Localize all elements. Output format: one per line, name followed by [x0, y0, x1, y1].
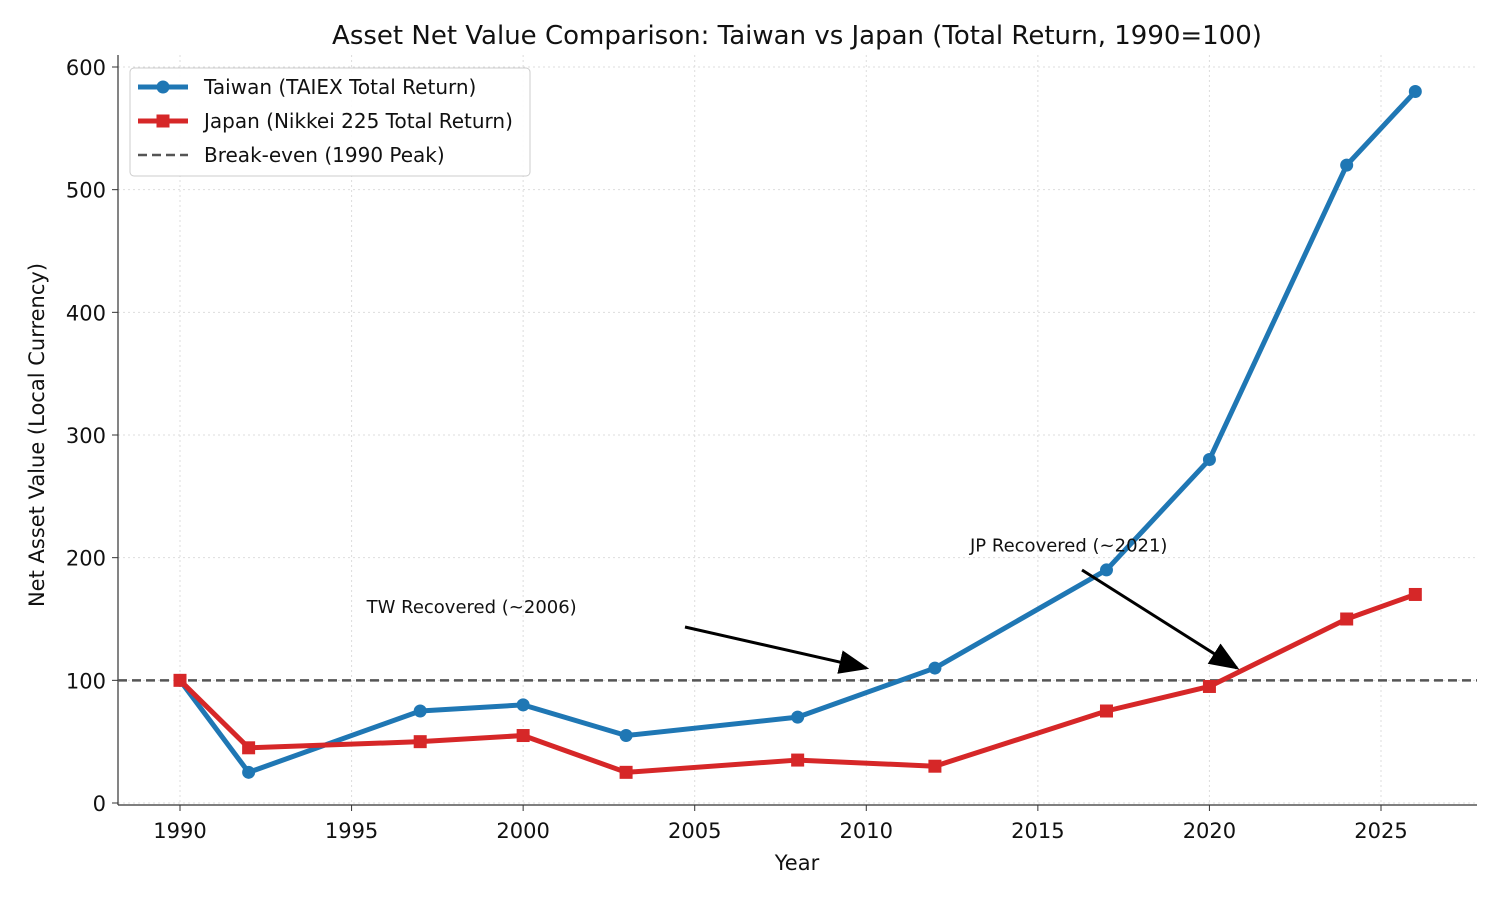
- data-point: [1099, 563, 1113, 577]
- data-point: [619, 765, 633, 779]
- annotations: TW Recovered (~2006) JP Recovered (~2021): [366, 536, 1240, 674]
- annotation-arrow: [684, 625, 870, 674]
- legend-label: Taiwan (TAIEX Total Return): [203, 75, 476, 99]
- y-tick-label: 300: [66, 424, 106, 448]
- data-point: [173, 673, 187, 687]
- annotation-arrow: [1081, 568, 1240, 670]
- y-tick-label: 400: [66, 301, 106, 325]
- x-tick-label: 1995: [325, 819, 378, 843]
- data-point: [1340, 158, 1354, 172]
- x-tick-label: 2015: [1011, 819, 1064, 843]
- x-tick-label: 2000: [496, 819, 549, 843]
- data-point: [791, 710, 805, 724]
- y-tick-label: 0: [93, 792, 106, 816]
- legend-marker: [156, 114, 170, 128]
- x-tick-label: 2025: [1354, 819, 1407, 843]
- data-point: [1202, 679, 1216, 693]
- data-point: [413, 735, 427, 749]
- data-point: [242, 765, 256, 779]
- series-line-1: [178, 592, 1417, 775]
- data-point: [516, 698, 530, 712]
- data-point: [928, 661, 942, 675]
- y-tick-label: 600: [66, 56, 106, 80]
- series-line-0: [177, 89, 1418, 775]
- x-axis-label: Year: [774, 851, 820, 875]
- legend-box: [129, 67, 531, 177]
- legend-marker: [156, 80, 170, 94]
- x-tick-label: 2005: [668, 819, 721, 843]
- data-point: [242, 741, 256, 755]
- legend-label: Japan (Nikkei 225 Total Return): [202, 109, 513, 133]
- chart-title: Asset Net Value Comparison: Taiwan vs Ja…: [332, 21, 1262, 51]
- x-tick-label: 2010: [840, 819, 893, 843]
- annotation-text: TW Recovered (~2006): [366, 597, 577, 618]
- data-point: [1340, 612, 1354, 626]
- axes: 1990 1995 2000 2005 2010 2015 2020 2025 0 100 200 3…: [66, 55, 1477, 843]
- data-point: [619, 729, 633, 743]
- y-tick-label: 100: [66, 669, 106, 693]
- data-point: [413, 704, 427, 718]
- y-tick-label: 200: [66, 547, 106, 571]
- data-point: [1202, 453, 1216, 467]
- data-point: [1408, 587, 1422, 601]
- data-point: [928, 759, 942, 773]
- data-point: [1408, 85, 1422, 99]
- x-tick-label: 2020: [1183, 819, 1236, 843]
- data-point: [791, 753, 805, 767]
- y-tick-label: 500: [66, 179, 106, 203]
- legend-label: Break-even (1990 Peak): [204, 143, 445, 167]
- data-point: [1099, 704, 1113, 718]
- y-axis-label: Net Asset Value (Local Currency): [25, 263, 49, 607]
- legend: Taiwan (TAIEX Total Return) Japan (Nikkei…: [129, 67, 531, 177]
- data-point: [516, 729, 530, 743]
- series-group: [173, 85, 1422, 779]
- x-tick-label: 1990: [153, 819, 206, 843]
- annotation-text: JP Recovered (~2021): [969, 536, 1167, 557]
